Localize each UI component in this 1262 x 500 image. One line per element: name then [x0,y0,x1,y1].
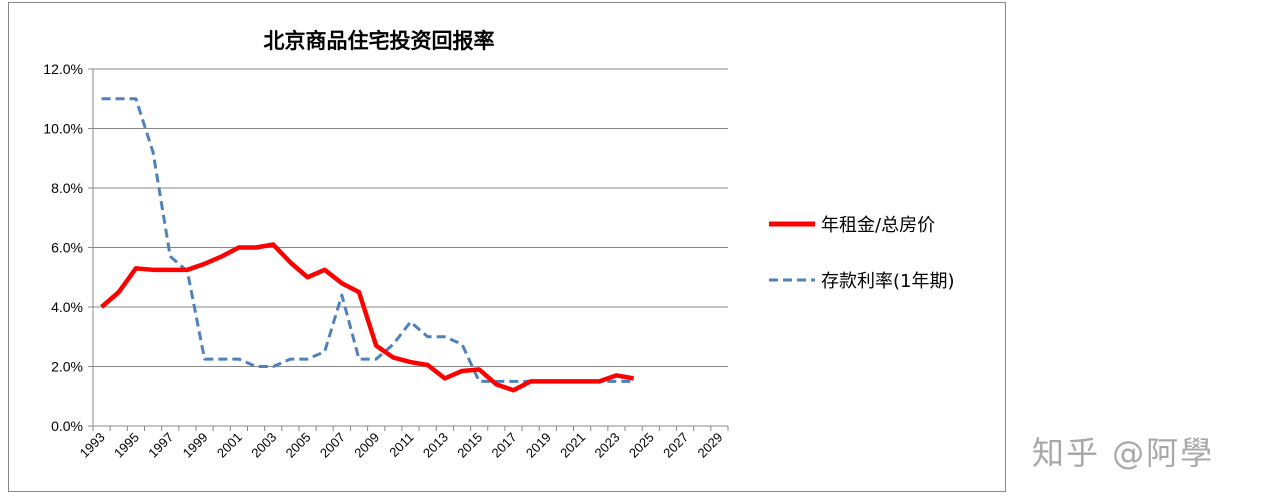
y-tick-label: 6.0% [51,240,83,256]
x-tick-label: 2021 [557,430,588,461]
watermark: 知乎 @阿學 [1032,434,1215,472]
x-tick-label: 2017 [489,430,520,461]
legend-swatch-dashed [769,278,815,282]
y-tick-label: 12.0% [43,61,83,77]
x-tick-label: 2003 [248,430,279,461]
y-tick-label: 4.0% [51,299,83,315]
legend-item-deposit: 存款利率(1年期) [767,267,955,293]
x-tick-label: 2015 [454,430,485,461]
x-tick-label: 1995 [111,430,142,461]
chart-title: 北京商品住宅投资回报率 [263,28,495,53]
x-tick-label: 2011 [386,430,416,460]
x-tick-label: 2019 [523,430,554,461]
series-line-0 [100,242,634,393]
x-tick-label: 1993 [77,430,108,461]
legend-label: 存款利率(1年期) [821,271,955,292]
x-tick-label: 2027 [660,430,691,461]
y-tick-label: 2.0% [51,359,83,375]
x-tick-label: 2001 [214,430,245,461]
line-chart: 0.0%2.0%4.0%6.0%8.0%10.0%12.0%1993 1995 19… [43,61,729,461]
y-tick-label: 0.0% [51,418,83,434]
x-tick-label: 1997 [145,430,176,461]
x-tick-label: 2025 [626,430,657,461]
x-tick-label: 2005 [283,430,314,461]
legend-item-rent: 年租金/总房价 [767,211,935,237]
y-tick-label: 8.0% [51,180,83,196]
x-tick-label: 1999 [180,430,211,461]
x-tick-label: 2013 [420,430,451,461]
x-tick-label: 2029 [694,430,725,461]
chart-frame: 北京商品住宅投资回报率 0.0% 2.0% 4.0% 6.0% 8.0% 10.0% 12.… [8,2,1006,492]
x-tick-label: 2007 [317,430,348,461]
y-tick-label: 10.0% [43,121,83,137]
x-tick-label: 2023 [592,430,623,461]
series-line-1 [101,97,634,383]
legend-label: 年租金/总房价 [821,215,936,236]
legend-swatch-solid [769,221,815,227]
x-tick-label: 2009 [351,430,382,461]
